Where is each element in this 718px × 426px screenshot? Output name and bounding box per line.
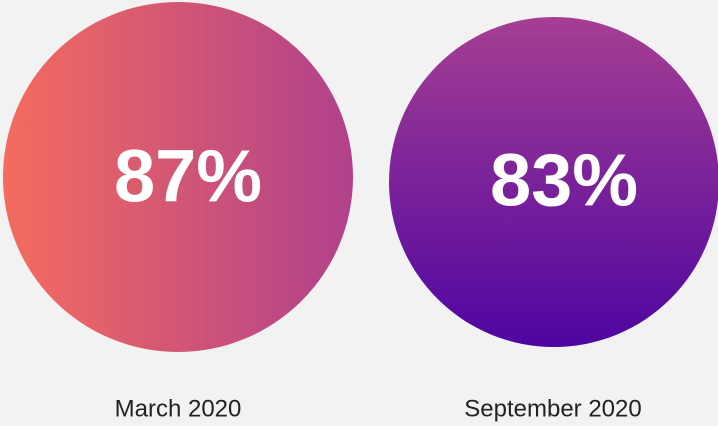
stat-circle xyxy=(3,2,353,352)
stat-circle xyxy=(389,17,718,347)
stat-value: 83% xyxy=(490,139,638,222)
stat-value: 87% xyxy=(114,135,262,218)
stat-label: September 2020 xyxy=(464,395,641,422)
stat-label: March 2020 xyxy=(115,395,242,422)
